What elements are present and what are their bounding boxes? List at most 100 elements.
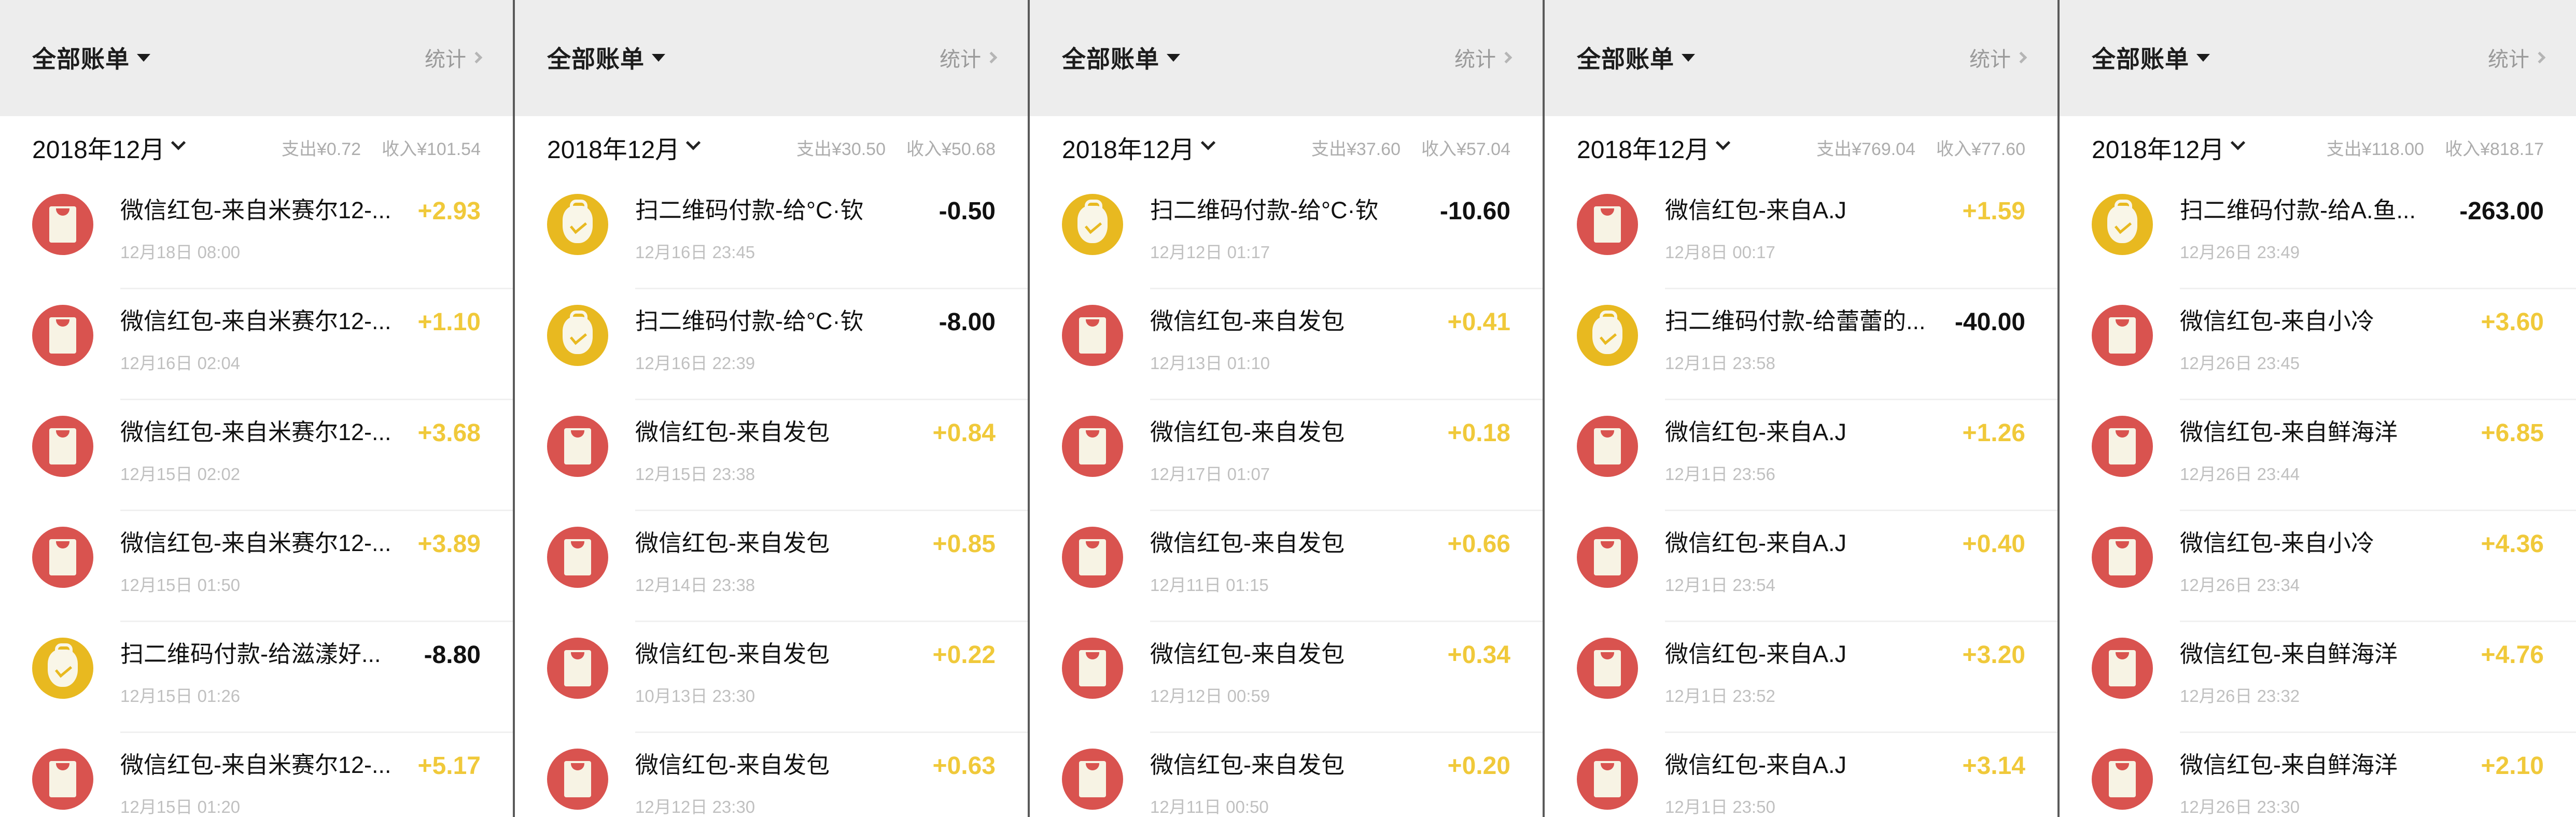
transaction-amount: +0.22 xyxy=(932,641,996,669)
statistics-link[interactable]: 统计 xyxy=(425,43,483,73)
panel-header: 全部账单 统计 xyxy=(1545,0,2057,116)
transaction-row[interactable]: 微信红包-来自发包 10月13日 23:30 +0.22 xyxy=(515,622,1028,733)
bill-panel: 全部账单 统计 2018年12月 支出¥0.72 收入¥101.54 微信红包-来自米赛尔… xyxy=(0,0,515,817)
month-totals: 支出¥769.04 收入¥77.60 xyxy=(1816,135,2025,160)
red-envelope-icon xyxy=(2092,416,2153,477)
transaction-row[interactable]: 微信红包-来自米赛尔12-... 12月16日 02:04 +1.10 xyxy=(0,289,513,400)
transaction-row[interactable]: 微信红包-来自发包 12月17日 01:07 +0.18 xyxy=(1030,400,1543,511)
transaction-list: 扫二维码付款-给°C·钦 12月12日 01:17 -10.60 微信红包-来自发包 1… xyxy=(1030,178,1543,817)
panel-header: 全部账单 统计 xyxy=(1030,0,1543,116)
transaction-row[interactable]: 微信红包-来自米赛尔12-... 12月18日 08:00 +2.93 xyxy=(0,178,513,289)
month-selector[interactable]: 2018年12月 xyxy=(2092,129,2246,165)
icon-glyph xyxy=(564,428,591,464)
transaction-row[interactable]: 扫二维码付款-给°C·钦 12月16日 23:45 -0.50 xyxy=(515,178,1028,289)
icon-glyph xyxy=(564,761,591,797)
chevron-right-icon xyxy=(985,51,998,64)
statistics-label: 统计 xyxy=(1969,48,2011,71)
transaction-row[interactable]: 微信红包-来自A.J 12月1日 23:56 +1.26 xyxy=(1545,400,2057,511)
transaction-title: 微信红包-来自鲜海洋 xyxy=(2180,752,2398,778)
transaction-amount: -10.60 xyxy=(1439,198,1510,225)
transaction-row[interactable]: 扫二维码付款-给蕾蕾的... 12月1日 23:58 -40.00 xyxy=(1545,289,2057,400)
month-selector[interactable]: 2018年12月 xyxy=(1062,129,1216,165)
statistics-link[interactable]: 统计 xyxy=(1454,43,1513,73)
transaction-row[interactable]: 微信红包-来自发包 12月13日 01:10 +0.41 xyxy=(1030,289,1543,400)
icon-glyph xyxy=(1079,761,1106,797)
statistics-link[interactable]: 统计 xyxy=(1969,43,2027,73)
transaction-timestamp: 12月1日 23:54 xyxy=(1665,575,1775,595)
month-selector[interactable]: 2018年12月 xyxy=(547,129,701,165)
transaction-row[interactable]: 微信红包-来自A.J 12月1日 23:54 +0.40 xyxy=(1545,511,2057,622)
bill-filter-dropdown[interactable]: 全部账单 xyxy=(547,40,665,75)
transaction-row[interactable]: 微信红包-来自小冷 12月26日 23:34 +4.36 xyxy=(2060,511,2576,622)
transaction-amount: +1.59 xyxy=(1962,198,2025,225)
transaction-row[interactable]: 扫二维码付款-给°C·钦 12月16日 22:39 -8.00 xyxy=(515,289,1028,400)
panel-header: 全部账单 统计 xyxy=(0,0,513,116)
transaction-row[interactable]: 扫二维码付款-给A.鱼... 12月26日 23:49 -263.00 xyxy=(2060,178,2576,289)
transaction-row[interactable]: 微信红包-来自发包 12月15日 23:38 +0.84 xyxy=(515,400,1028,511)
transaction-row[interactable]: 微信红包-来自米赛尔12-... 12月15日 01:20 +5.17 xyxy=(0,733,513,817)
transaction-timestamp: 12月1日 23:58 xyxy=(1665,354,1775,373)
transaction-row[interactable]: 微信红包-来自发包 12月11日 00:50 +0.20 xyxy=(1030,733,1543,817)
transaction-row[interactable]: 微信红包-来自鲜海洋 12月26日 23:44 +6.85 xyxy=(2060,400,2576,511)
transaction-list: 扫二维码付款-给°C·钦 12月16日 23:45 -0.50 扫二维码付款-给°C·… xyxy=(515,178,1028,817)
transaction-body: 扫二维码付款-给蕾蕾的... 12月1日 23:58 xyxy=(1665,305,1941,374)
chevron-down-icon xyxy=(2196,53,2210,62)
transaction-row[interactable]: 微信红包-来自A.J 12月1日 23:50 +3.14 xyxy=(1545,733,2057,817)
transaction-row[interactable]: 微信红包-来自鲜海洋 12月26日 23:30 +2.10 xyxy=(2060,733,2576,817)
transaction-row[interactable]: 微信红包-来自发包 12月12日 00:59 +0.34 xyxy=(1030,622,1543,733)
transaction-row[interactable]: 微信红包-来自米赛尔12-... 12月15日 01:50 +3.89 xyxy=(0,511,513,622)
transaction-body: 微信红包-来自A.J 12月1日 23:52 xyxy=(1665,638,1949,707)
transaction-title: 微信红包-来自A.J xyxy=(1665,530,1847,556)
transaction-amount: +3.89 xyxy=(417,530,481,558)
transaction-list: 微信红包-来自米赛尔12-... 12月18日 08:00 +2.93 微信红包-来自… xyxy=(0,178,513,817)
transaction-body: 扫二维码付款-给°C·钦 12月12日 01:17 xyxy=(1150,194,1426,263)
chevron-down-icon xyxy=(652,53,665,62)
red-envelope-icon xyxy=(547,638,608,699)
bill-filter-dropdown[interactable]: 全部账单 xyxy=(32,40,150,75)
transaction-row[interactable]: 微信红包-来自米赛尔12-... 12月15日 02:02 +3.68 xyxy=(0,400,513,511)
bill-filter-dropdown[interactable]: 全部账单 xyxy=(2092,40,2210,75)
icon-glyph xyxy=(49,761,76,797)
transaction-row[interactable]: 微信红包-来自A.J 12月8日 00:17 +1.59 xyxy=(1545,178,2057,289)
header-row: 全部账单 统计 xyxy=(1062,40,1513,75)
transaction-body: 微信红包-来自小冷 12月26日 23:45 xyxy=(2180,305,2468,374)
transaction-row[interactable]: 微信红包-来自发包 12月11日 01:15 +0.66 xyxy=(1030,511,1543,622)
transaction-body: 微信红包-来自发包 12月12日 23:30 xyxy=(635,749,919,817)
transaction-title: 扫二维码付款-给滋漾好... xyxy=(120,641,381,667)
red-envelope-icon xyxy=(32,416,93,477)
transaction-row[interactable]: 微信红包-来自鲜海洋 12月26日 23:32 +4.76 xyxy=(2060,622,2576,733)
icon-glyph xyxy=(563,200,593,243)
icon-glyph xyxy=(1594,428,1621,464)
transaction-amount: +2.93 xyxy=(417,198,481,225)
statistics-link[interactable]: 统计 xyxy=(2488,43,2546,73)
month-summary-row: 2018年12月 支出¥118.00 收入¥818.17 xyxy=(2060,116,2576,178)
icon-glyph xyxy=(1079,539,1106,575)
transaction-timestamp: 10月13日 23:30 xyxy=(635,686,755,706)
icon-glyph xyxy=(564,539,591,575)
transaction-row[interactable]: 微信红包-来自小冷 12月26日 23:45 +3.60 xyxy=(2060,289,2576,400)
bill-filter-label: 全部账单 xyxy=(2092,46,2189,73)
month-summary-row: 2018年12月 支出¥0.72 收入¥101.54 xyxy=(0,116,513,178)
transaction-row[interactable]: 扫二维码付款-给滋漾好... 12月15日 01:26 -8.80 xyxy=(0,622,513,733)
transaction-amount: -8.00 xyxy=(939,308,996,336)
transaction-row[interactable]: 扫二维码付款-给°C·钦 12月12日 01:17 -10.60 xyxy=(1030,178,1543,289)
bill-filter-dropdown[interactable]: 全部账单 xyxy=(1577,40,1695,75)
transaction-row[interactable]: 微信红包-来自发包 12月12日 23:30 +0.63 xyxy=(515,733,1028,817)
month-selector[interactable]: 2018年12月 xyxy=(32,129,186,165)
transaction-title: 微信红包-来自米赛尔12-... xyxy=(120,752,391,778)
chevron-right-icon xyxy=(2015,51,2027,64)
statistics-link[interactable]: 统计 xyxy=(940,43,998,73)
month-selector[interactable]: 2018年12月 xyxy=(1577,129,1731,165)
transaction-timestamp: 12月26日 23:30 xyxy=(2180,797,2300,817)
transaction-row[interactable]: 微信红包-来自A.J 12月1日 23:52 +3.20 xyxy=(1545,622,2057,733)
transaction-title: 微信红包-来自发包 xyxy=(1150,308,1345,334)
month-label-text: 2018年12月 xyxy=(1062,136,1195,164)
transaction-body: 微信红包-来自鲜海洋 12月26日 23:30 xyxy=(2180,749,2468,817)
income-total: 收入¥818.17 xyxy=(2445,139,2544,159)
chevron-down-icon xyxy=(1201,135,1216,150)
bill-filter-dropdown[interactable]: 全部账单 xyxy=(1062,40,1180,75)
transaction-amount: +4.36 xyxy=(2481,530,2544,558)
bill-filter-label: 全部账单 xyxy=(547,46,645,73)
transaction-row[interactable]: 微信红包-来自发包 12月14日 23:38 +0.85 xyxy=(515,511,1028,622)
chevron-down-icon xyxy=(1716,135,1731,150)
